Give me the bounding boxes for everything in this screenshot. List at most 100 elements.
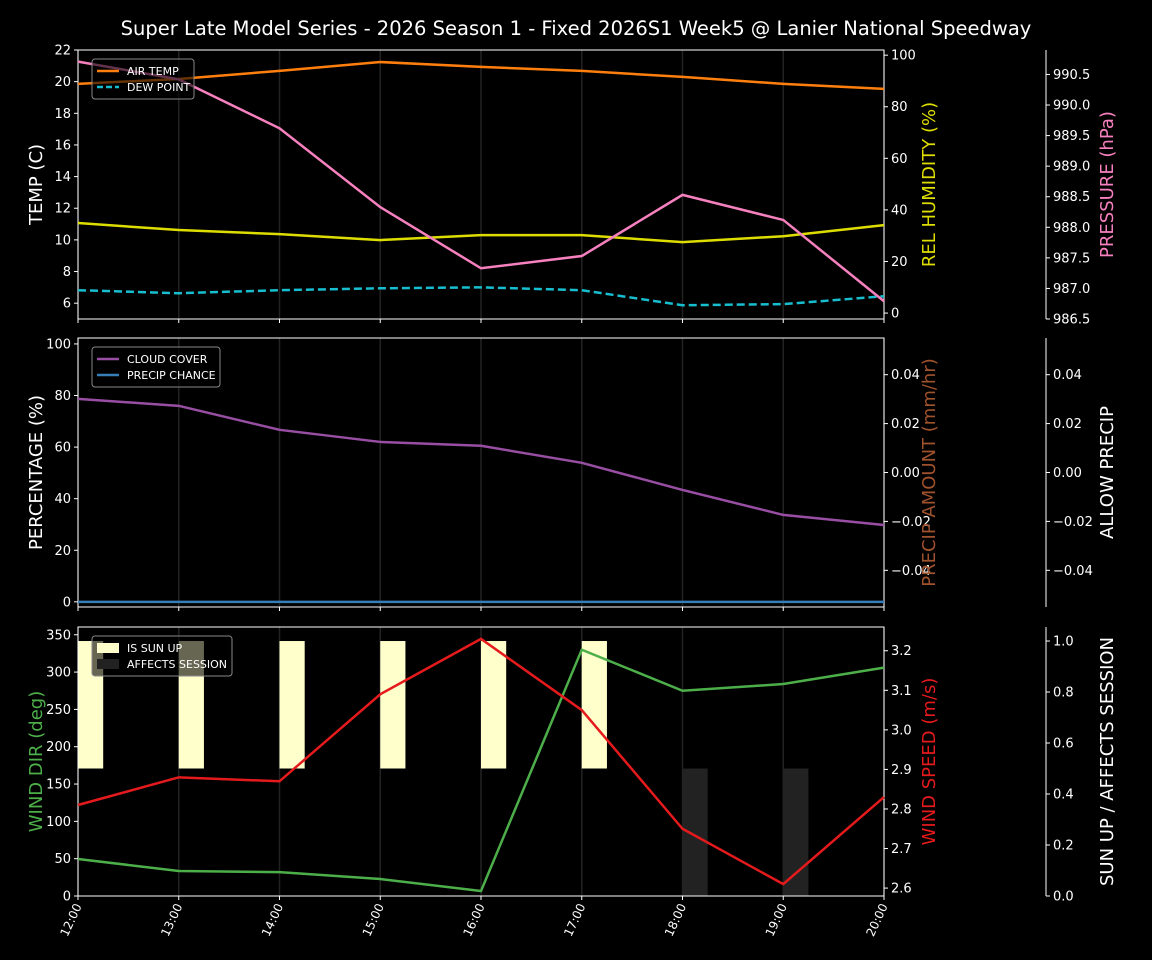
x-tick-label: 17:00: [561, 901, 588, 938]
y-tick-label: 80: [891, 100, 908, 115]
y-tick-label: 250: [46, 703, 71, 718]
y-tick-label: 0: [63, 595, 71, 610]
y-tick-label: −0.04: [891, 564, 931, 579]
y-tick-label: 0.6: [1053, 737, 1074, 752]
y-tick-label: 350: [46, 628, 71, 643]
x-tick-label: 13:00: [158, 901, 185, 938]
y-tick-label: 3.2: [891, 644, 912, 659]
bar-affects-session: [682, 768, 708, 896]
chart-title: Super Late Model Series - 2026 Season 1 …: [121, 17, 1032, 40]
y-tick-label: 80: [54, 389, 71, 404]
axis-label: SUN UP / AFFECTS SESSION: [1097, 637, 1118, 886]
axis-label: ALLOW PRECIP: [1097, 406, 1118, 539]
y-tick-label: 0.0: [1053, 890, 1074, 905]
y-tick-label: 990.0: [1053, 99, 1090, 114]
x-tick-label: 16:00: [460, 901, 487, 938]
y-tick-label: 18: [54, 107, 71, 122]
y-tick-label: 40: [54, 492, 71, 507]
legend-box: [91, 635, 233, 677]
legend: AIR TEMP DEW POINT: [91, 58, 195, 100]
y-tick-label: 0.02: [891, 417, 920, 432]
panel-3: 0 50 100 150 200 250 300 350 WIND DIR (deg) 2.6 2.…: [26, 626, 1118, 939]
y-tick-label: 20: [54, 544, 71, 559]
y-tick-label: 300: [46, 666, 71, 681]
x-tick-label: 15:00: [360, 901, 387, 938]
y-tick-label: 0.8: [1053, 686, 1074, 701]
y-tick-label: 987.5: [1053, 251, 1090, 266]
legend-label: AFFECTS SESSION: [127, 658, 227, 671]
y-tick-label: 3.1: [891, 684, 912, 699]
y-tick-label: 22: [54, 44, 71, 59]
bar-affects-session: [783, 768, 809, 896]
legend: CLOUD COVER PRECIP CHANCE: [91, 346, 221, 388]
x-tick-label: 18:00: [662, 901, 689, 938]
y-tick-label: 989.0: [1053, 160, 1090, 175]
y-tick-label: 0: [891, 307, 899, 322]
y-tick-label: 20: [54, 75, 71, 90]
y-tick-label: 0: [63, 890, 71, 905]
y-tick-label: 14: [54, 170, 71, 185]
y-tick-label: 20: [891, 255, 908, 270]
legend-label: PRECIP CHANCE: [127, 369, 216, 382]
panel-1: 6 8 10 12 14 16 18 20 22 TEMP (C) 0 20 40 60 80 100 REL …: [26, 44, 1118, 328]
y-tick-label: 2.9: [891, 763, 912, 778]
legend-label: DEW POINT: [127, 81, 191, 94]
legend-swatch: [97, 659, 119, 669]
y-tick-label: 100: [891, 49, 916, 64]
legend: IS SUN UP AFFECTS SESSION: [91, 635, 233, 677]
y-tick-label: 0.04: [891, 368, 920, 383]
y-tick-label: 2.8: [891, 802, 912, 817]
legend-label: AIR TEMP: [127, 65, 179, 78]
axis-label: WIND DIR (deg): [26, 691, 47, 833]
bar-is-sun-up: [279, 641, 305, 769]
legend-box: [91, 58, 195, 100]
x-tick-label: 14:00: [259, 901, 286, 938]
y-tick-label: 0.00: [1053, 466, 1082, 481]
y-tick-label: 100: [46, 815, 71, 830]
y-tick-label: 1.0: [1053, 635, 1074, 650]
legend-swatch: [97, 643, 119, 653]
y-tick-label: 100: [46, 337, 71, 352]
panel-2: 0 20 40 60 80 100 PERCENTAGE (%) −0.04 −0.02 0.00…: [26, 337, 1118, 611]
x-tick-label: 19:00: [763, 901, 790, 938]
x-tick-label: 12:00: [57, 901, 84, 938]
y-tick-label: 0.04: [1053, 368, 1082, 383]
y-tick-label: 2.6: [891, 882, 912, 897]
y-tick-label: 988.0: [1053, 221, 1090, 236]
y-tick-label: −0.02: [891, 515, 931, 530]
y-tick-label: 987.0: [1053, 282, 1090, 297]
axis-label: REL HUMIDITY (%): [919, 102, 940, 267]
y-tick-label: 0.2: [1053, 839, 1074, 854]
y-tick-label: 986.5: [1053, 313, 1090, 328]
y-tick-label: 60: [54, 441, 71, 456]
y-tick-label: −0.02: [1053, 515, 1093, 530]
legend-box: [91, 346, 221, 388]
y-tick-label: 12: [54, 202, 71, 217]
y-tick-label: 989.5: [1053, 129, 1090, 144]
y-tick-label: 2.7: [891, 842, 912, 857]
bar-is-sun-up: [581, 641, 607, 769]
x-tick-label: 20:00: [863, 901, 890, 938]
axis-label: WIND SPEED (m/s): [919, 678, 940, 846]
y-tick-label: 16: [54, 138, 71, 153]
axis-label: PRECIP AMOUNT (mm/hr): [919, 358, 940, 587]
y-tick-label: 990.5: [1053, 68, 1090, 83]
y-tick-label: 150: [46, 778, 71, 793]
bar-is-sun-up: [481, 641, 507, 769]
y-tick-label: 0.02: [1053, 417, 1082, 432]
y-tick-label: 50: [54, 852, 71, 867]
legend-label: CLOUD COVER: [127, 353, 208, 366]
axis-label: PERCENTAGE (%): [26, 395, 47, 550]
y-tick-label: 200: [46, 740, 71, 755]
y-tick-label: 0.4: [1053, 788, 1074, 803]
y-tick-label: 6: [63, 297, 71, 312]
y-tick-label: 8: [63, 265, 71, 280]
y-tick-label: 988.5: [1053, 190, 1090, 205]
y-tick-label: 10: [54, 233, 71, 248]
axis-label: PRESSURE (hPa): [1097, 111, 1118, 258]
y-tick-label: −0.04: [1053, 564, 1093, 579]
y-tick-label: 0.00: [891, 466, 920, 481]
y-tick-label: 60: [891, 152, 908, 167]
axis-label: TEMP (C): [26, 144, 47, 226]
